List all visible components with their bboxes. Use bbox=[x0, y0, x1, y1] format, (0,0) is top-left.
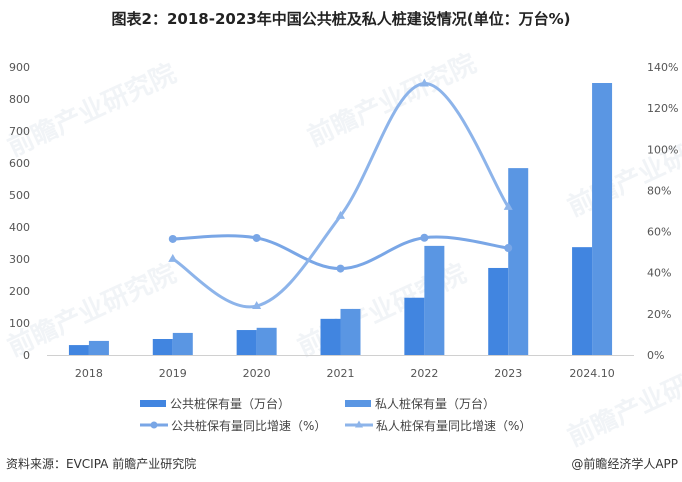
right-tick-label: 60% bbox=[647, 226, 671, 239]
legend-item-private-line[interactable]: 私人桩保有量同比增速（%） bbox=[345, 417, 550, 434]
x-tick-label: 2020 bbox=[243, 367, 271, 380]
left-axis-ticks: 0 100 200 300 400 500 600 700 800 900 bbox=[9, 61, 30, 362]
x-tick-label: 2018 bbox=[75, 367, 103, 380]
left-tick-label: 600 bbox=[9, 157, 30, 170]
public-bar bbox=[68, 345, 89, 355]
triangle-marker-icon bbox=[168, 253, 178, 262]
private-bar bbox=[88, 340, 109, 355]
right-tick-label: 100% bbox=[647, 143, 678, 156]
triangle-marker-icon bbox=[419, 78, 429, 87]
x-tick-label: 2021 bbox=[327, 367, 355, 380]
right-tick-label: 20% bbox=[647, 308, 671, 321]
triangle-marker-icon bbox=[336, 210, 345, 219]
legend-label: 公共桩保有量同比增速（%） bbox=[171, 418, 327, 433]
triangle-line-marker-icon bbox=[345, 420, 373, 428]
private-bar bbox=[256, 327, 277, 355]
x-tick-label: 2023 bbox=[494, 367, 522, 380]
chart-title: 图表2：2018-2023年中国公共桩及私人桩建设情况(单位：万台%) bbox=[111, 10, 571, 28]
left-tick-label: 900 bbox=[9, 61, 30, 74]
left-tick-label: 500 bbox=[9, 189, 30, 202]
public-bar bbox=[236, 330, 257, 355]
legend-label: 公共桩保有量（万台） bbox=[170, 396, 291, 411]
x-axis-labels: 2018 2019 2020 2021 2022 2023 2024.10 bbox=[75, 367, 615, 380]
x-tick-label: 2024.10 bbox=[569, 367, 615, 380]
left-tick-label: 200 bbox=[9, 285, 30, 298]
combo-chart: 0 100 200 300 400 500 600 700 800 900 0% 20% 40% 60%… bbox=[9, 61, 678, 380]
public-growth-line bbox=[172, 234, 509, 271]
triangle-marker-icon bbox=[503, 201, 513, 210]
public-bar bbox=[488, 267, 509, 355]
public-bar bbox=[320, 318, 341, 355]
circle-marker-icon bbox=[420, 233, 429, 242]
circle-marker-icon bbox=[252, 233, 261, 242]
left-tick-label: 700 bbox=[9, 125, 30, 138]
private-bar bbox=[424, 245, 445, 355]
circle-marker-icon bbox=[168, 234, 177, 243]
right-tick-label: 80% bbox=[647, 184, 671, 197]
private-growth-line bbox=[171, 81, 510, 309]
legend-item-public-line[interactable]: 公共桩保有量同比增速（%） bbox=[140, 417, 345, 434]
left-tick-label: 300 bbox=[9, 253, 30, 266]
bar-series bbox=[68, 83, 613, 355]
public-bar bbox=[152, 339, 173, 355]
right-tick-label: 120% bbox=[647, 102, 678, 115]
left-tick-label: 0 bbox=[23, 349, 30, 362]
triangle-marker-icon bbox=[252, 301, 262, 310]
circle-marker-icon bbox=[336, 264, 345, 273]
right-tick-label: 40% bbox=[647, 267, 671, 280]
private-bar bbox=[508, 168, 529, 355]
right-tick-label: 140% bbox=[647, 61, 678, 74]
private-bar bbox=[592, 83, 613, 355]
line-series bbox=[168, 78, 513, 310]
public-bar bbox=[572, 247, 593, 355]
private-bar-swatch-icon bbox=[345, 399, 371, 407]
x-tick-label: 2022 bbox=[410, 367, 438, 380]
left-tick-label: 100 bbox=[9, 317, 30, 330]
right-tick-label: 0% bbox=[647, 349, 664, 362]
legend: 公共桩保有量（万台） 私人桩保有量（万台） 公共桩保有量同比增速（%） 私人桩保… bbox=[140, 392, 580, 436]
legend-item-private-bar[interactable]: 私人桩保有量（万台） bbox=[345, 395, 550, 412]
circle-line-marker-icon bbox=[140, 421, 168, 429]
left-tick-label: 800 bbox=[9, 93, 30, 106]
legend-label: 私人桩保有量同比增速（%） bbox=[376, 418, 532, 433]
private-bar bbox=[172, 332, 193, 355]
left-tick-label: 400 bbox=[9, 221, 30, 234]
legend-label: 私人桩保有量（万台） bbox=[375, 396, 496, 411]
public-bar bbox=[404, 297, 425, 355]
x-tick-label: 2019 bbox=[159, 367, 187, 380]
source-note: 资料来源：EVCIPA 前瞻产业研究院 bbox=[6, 457, 197, 471]
circle-marker-icon bbox=[504, 244, 513, 253]
credit-note: @前瞻经济学人APP bbox=[571, 457, 678, 471]
legend-item-public-bar[interactable]: 公共桩保有量（万台） bbox=[140, 395, 345, 412]
private-bar bbox=[340, 308, 361, 355]
public-bar-swatch-icon bbox=[140, 399, 166, 407]
right-axis-ticks: 0% 20% 40% 60% 80% 100% 120% 140% bbox=[647, 61, 678, 362]
